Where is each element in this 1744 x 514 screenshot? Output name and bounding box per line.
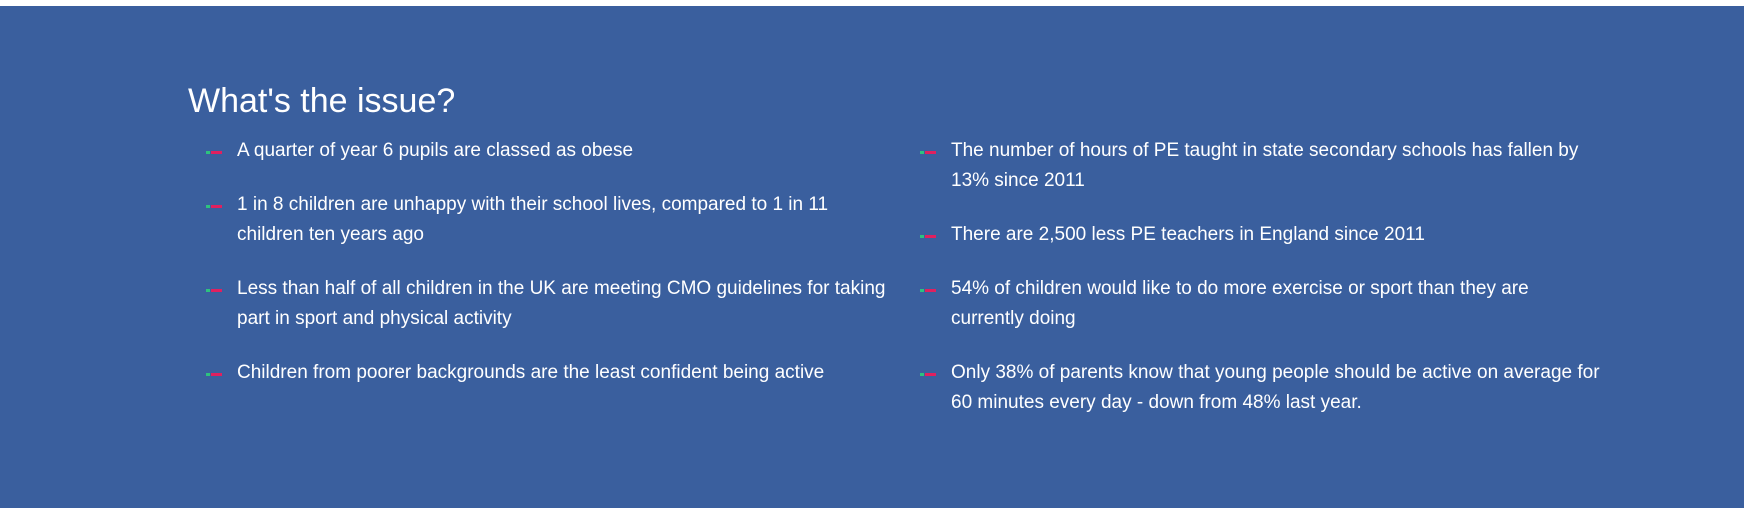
list-item: Less than half of all children in the UK… [206, 274, 886, 334]
list-item-text: Children from poorer backgrounds are the… [237, 362, 825, 383]
dash-bullet-icon [206, 289, 222, 292]
list-item: 54% of children would like to do more ex… [920, 274, 1600, 334]
dash-bullet-icon [206, 373, 222, 376]
dash-bullet-icon [920, 289, 936, 292]
list-item: A quarter of year 6 pupils are classed a… [206, 136, 886, 166]
section-title: What's the issue? [188, 82, 456, 120]
list-item: The number of hours of PE taught in stat… [920, 136, 1600, 196]
list-item-text: A quarter of year 6 pupils are classed a… [237, 140, 634, 161]
dash-bullet-icon [920, 151, 936, 154]
issue-section: What's the issue? A quarter of year 6 pu… [0, 6, 1744, 508]
list-item-text: There are 2,500 less PE teachers in Engl… [951, 224, 1425, 245]
list-item: Only 38% of parents know that young peop… [920, 358, 1600, 418]
dash-bullet-icon [920, 373, 936, 376]
issue-list-left: A quarter of year 6 pupils are classed a… [206, 136, 886, 412]
dash-bullet-icon [206, 151, 222, 154]
list-item: 1 in 8 children are unhappy with their s… [206, 190, 886, 250]
list-item: There are 2,500 less PE teachers in Engl… [920, 220, 1600, 250]
dash-bullet-icon [920, 235, 936, 238]
dash-bullet-icon [206, 205, 222, 208]
issue-list-right: The number of hours of PE taught in stat… [920, 136, 1600, 442]
list-item-text: Less than half of all children in the UK… [237, 278, 886, 329]
list-item-text: 54% of children would like to do more ex… [951, 278, 1529, 329]
list-item-text: The number of hours of PE taught in stat… [951, 140, 1579, 191]
list-item-text: 1 in 8 children are unhappy with their s… [237, 194, 829, 245]
list-item: Children from poorer backgrounds are the… [206, 358, 886, 388]
list-item-text: Only 38% of parents know that young peop… [951, 362, 1600, 413]
